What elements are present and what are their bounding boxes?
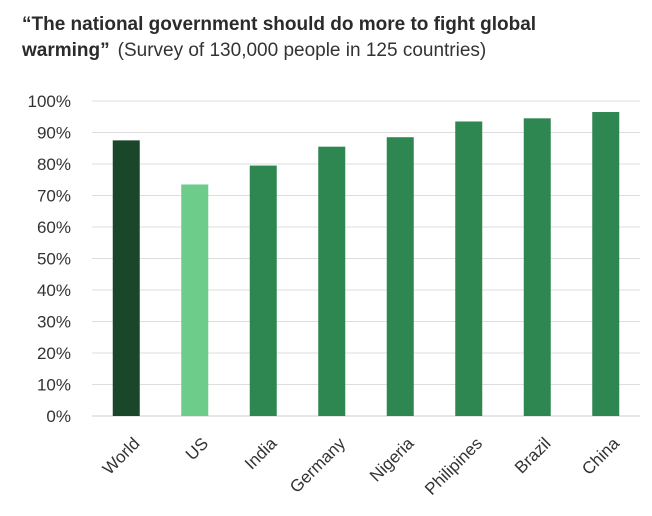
x-tick-label-us: US [182, 434, 212, 464]
x-tick-label-philipines: Philipines [421, 434, 486, 499]
x-tick-label-germany: Germany [286, 434, 349, 497]
bar-germany [318, 146, 346, 417]
bar-india [249, 165, 277, 416]
x-tick-label-world: World [99, 434, 144, 479]
y-tick-label: 60% [37, 218, 71, 237]
y-tick-label: 70% [37, 187, 71, 206]
x-tick-label-brazil: Brazil [511, 434, 554, 477]
chart-title: “The national government should do more … [22, 12, 642, 64]
y-tick-label: 90% [37, 124, 71, 143]
bar-china [592, 112, 620, 417]
x-tick-label-nigeria: Nigeria [366, 433, 418, 485]
y-tick-label: 40% [37, 281, 71, 300]
chart-title-main: “The national government should do more … [22, 14, 537, 61]
y-tick-label: 20% [37, 344, 71, 363]
y-tick-label: 80% [37, 155, 71, 174]
bars [112, 112, 620, 417]
y-tick-label: 10% [37, 376, 71, 395]
x-tick-label-china: China [578, 433, 623, 478]
bar-nigeria [386, 137, 414, 416]
bar-us [181, 184, 209, 416]
y-tick-label: 30% [37, 313, 71, 332]
y-axis: 0% 10% 20% 30% 40% 50% 60% 70% 80% 90% 100% [28, 92, 71, 426]
x-tick-label-india: India [241, 434, 281, 474]
chart-subtitle: (Survey of 130,000 people in 125 countri… [117, 40, 487, 61]
y-tick-label: 100% [28, 92, 71, 111]
y-tick-label: 0% [46, 407, 71, 426]
y-tick-label: 50% [37, 250, 71, 269]
bar-world [112, 140, 140, 416]
bar-philipines [455, 121, 483, 416]
x-axis: World US India Germany Nigeria Philipines Braz… [99, 433, 623, 498]
gridlines [92, 100, 640, 417]
bar-brazil [523, 118, 551, 416]
